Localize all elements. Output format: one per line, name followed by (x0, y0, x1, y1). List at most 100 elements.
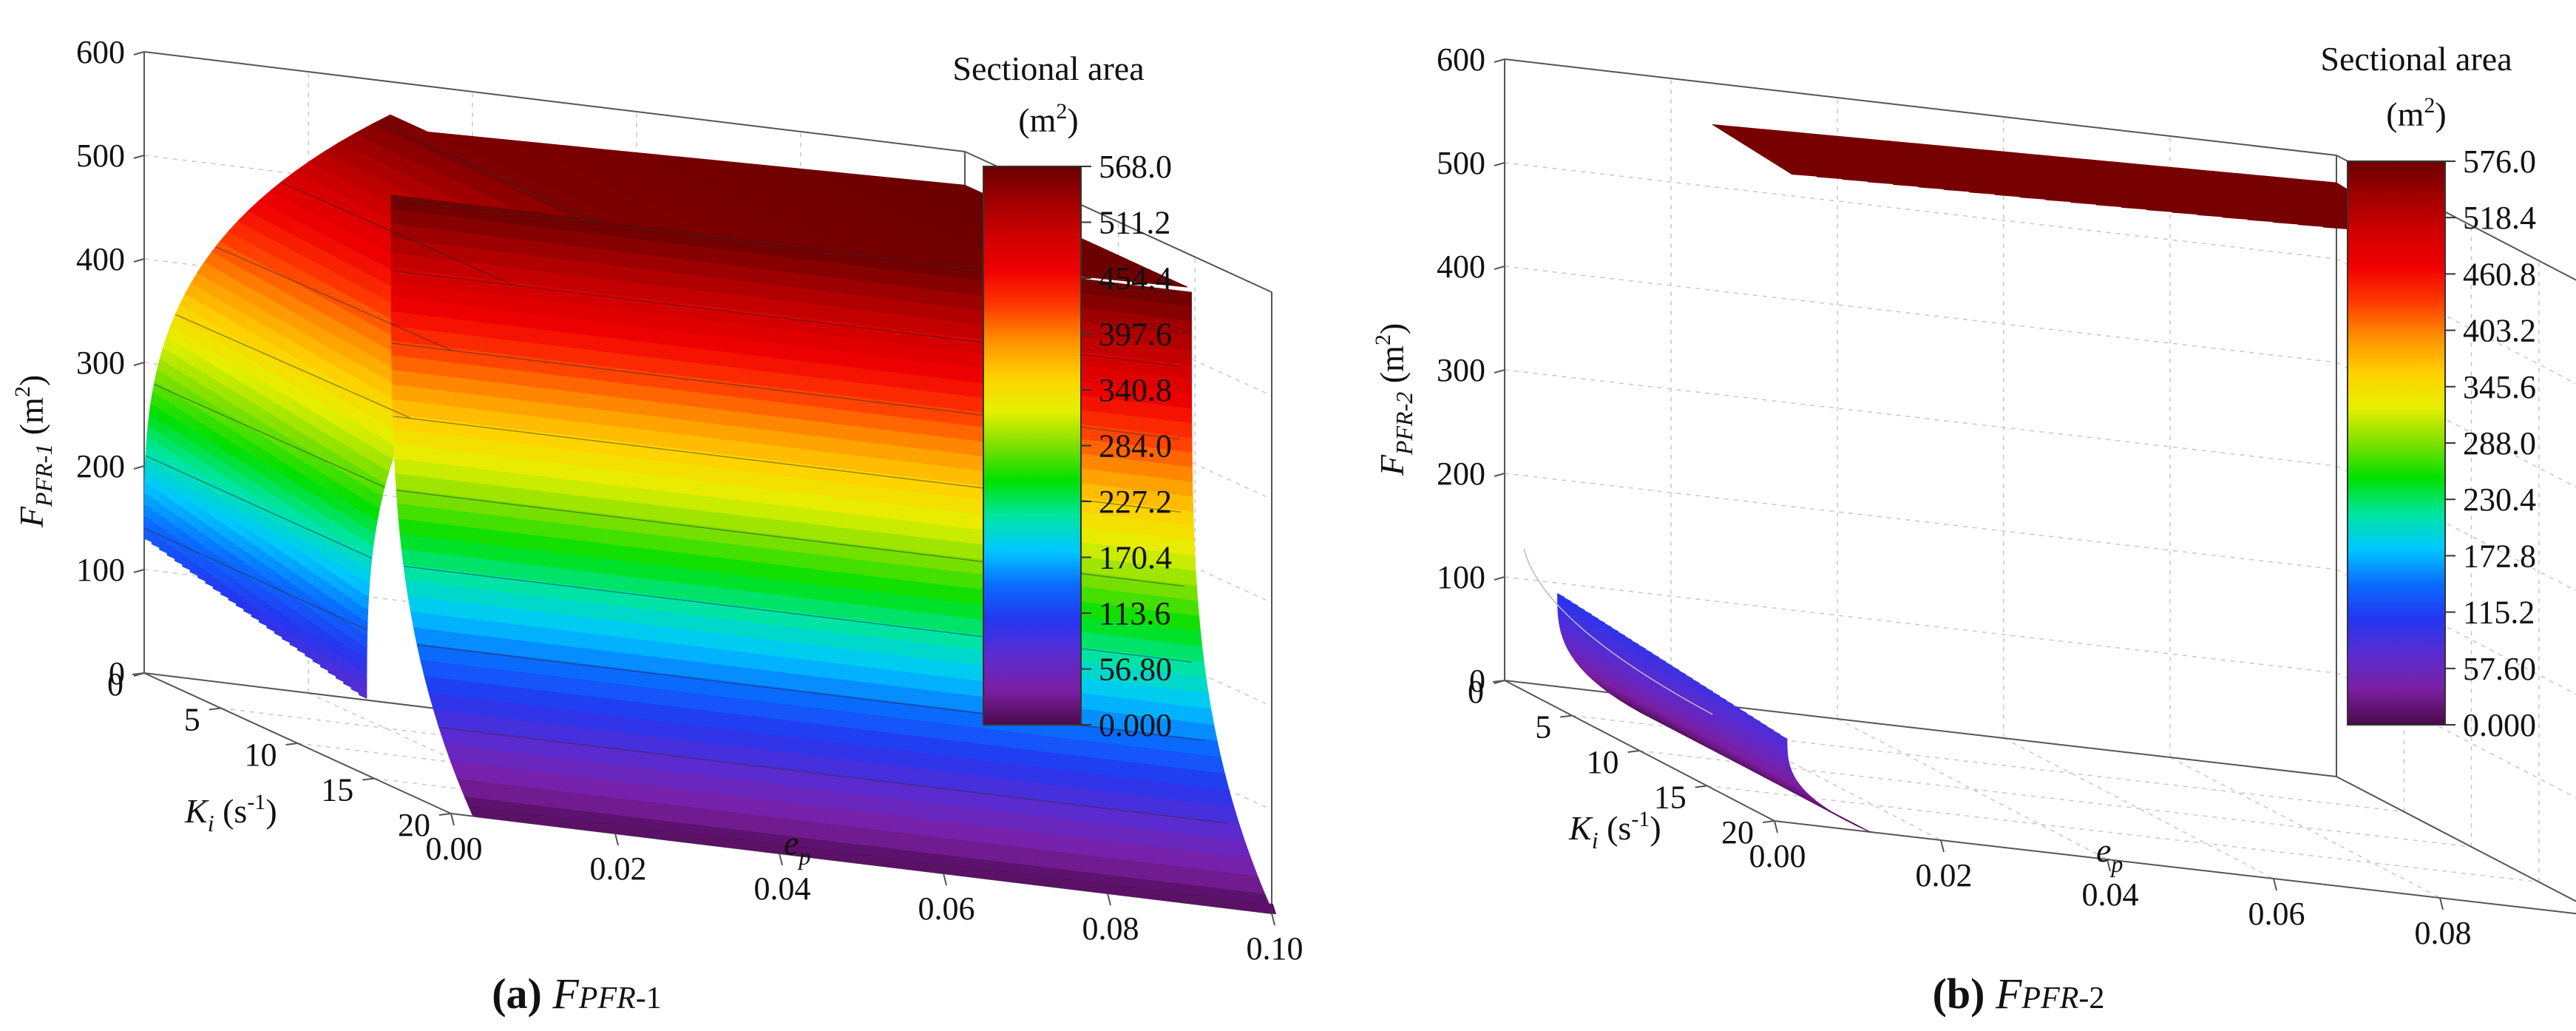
z-tick-label: 100 (1437, 559, 1485, 595)
surface-cell (535, 314, 556, 332)
surface-cell (627, 576, 651, 595)
surface-cell (721, 468, 744, 487)
surface-cell (575, 334, 597, 352)
gridline (964, 254, 1272, 396)
surface-cell (453, 304, 474, 322)
surface-cell (684, 538, 708, 557)
surface-cell (906, 506, 929, 524)
surface-cell (494, 367, 516, 386)
surface-cell (390, 297, 413, 315)
surface-cell (885, 488, 908, 507)
surface-cell (842, 337, 864, 355)
panel-b-colorbar-title: Sectional area (2320, 40, 2512, 78)
surface-cell (844, 483, 867, 502)
surface-cell (862, 339, 884, 358)
surface-cell (390, 238, 413, 257)
surface-cell (502, 546, 526, 565)
surface-cell (555, 229, 577, 247)
surface-contour (143, 527, 368, 631)
surface-cell (562, 538, 586, 558)
surface-cell (535, 416, 557, 435)
panel-a-colorbar-title: Sectional area (952, 50, 1144, 87)
gridline (964, 358, 1272, 500)
surface-cell (924, 317, 946, 336)
surface-cell (555, 375, 577, 393)
surface-cell (822, 407, 844, 426)
surface-cell (472, 291, 495, 311)
surface-cell (1170, 450, 1193, 468)
surface-cell (414, 461, 437, 479)
ep-tick-label: 0.02 (1916, 857, 1973, 893)
surface-cell (679, 463, 702, 482)
surface-cell (1088, 410, 1111, 429)
colorbar-tick-label: 113.6 (1099, 595, 1170, 632)
surface-cell (1173, 553, 1196, 572)
surface-cell (699, 334, 720, 352)
surface-cell (432, 331, 454, 349)
surface-cell (483, 558, 507, 578)
colorbar-tick-label: 460.8 (2463, 256, 2536, 292)
surface-cell (760, 254, 782, 272)
surface-cell (618, 456, 641, 475)
surface-cell (596, 249, 617, 267)
surface-cell (702, 496, 725, 515)
surface-cell (1851, 822, 1871, 833)
surface-cell (821, 363, 844, 382)
surface-cell (787, 566, 811, 585)
surface-cell (453, 318, 474, 337)
panel-b-colorbar: Sectional area (m2) 576.0 518.4 460.8 403.2… (2320, 40, 2536, 743)
surface-cell (577, 422, 599, 440)
surface-cell (534, 299, 556, 318)
surface-cell (722, 483, 744, 502)
surface-cell (616, 222, 638, 240)
surface-cell (623, 530, 645, 550)
surface-cell (948, 525, 971, 544)
surface-cell (699, 407, 721, 425)
surface-cell (514, 238, 535, 257)
surface-cell (434, 448, 457, 467)
surface-cell (433, 404, 455, 422)
surface-cell (719, 278, 741, 297)
ep-tick-label: 0.04 (754, 871, 811, 907)
ki-tick-label: 10 (245, 737, 277, 773)
surface-cell (884, 459, 906, 478)
surface-cell (598, 468, 621, 487)
surface-cell (930, 568, 954, 587)
surface-cell (578, 481, 601, 499)
surface-cell (596, 263, 617, 282)
z-tick-mark (133, 465, 145, 470)
surface-cell (534, 226, 556, 245)
surface-cell (515, 413, 538, 433)
z-tick-label: 200 (76, 448, 125, 484)
panel-a-colorbar: Sectional area (m2) 568.0 511.2 454.4 397.6… (952, 50, 1172, 743)
surface-cell (617, 324, 638, 342)
surface-cell (1099, 634, 1122, 653)
surface-cell (947, 510, 970, 530)
surface-cell (763, 503, 786, 522)
surface-cell (535, 372, 557, 391)
colorbar-tick-label: 340.8 (1099, 372, 1172, 408)
surface-cell (740, 427, 762, 445)
surface-cell (620, 501, 643, 519)
z-tick-label: 500 (1437, 145, 1485, 181)
surface-cell (801, 346, 823, 365)
surface-cell (843, 453, 866, 473)
ep-tick-label: 0.06 (2248, 896, 2305, 932)
surface-cell (579, 496, 603, 515)
surface-cell (616, 236, 638, 255)
surface-cell (657, 328, 679, 348)
surface-cell (605, 558, 628, 578)
surface-cell (1078, 631, 1102, 651)
surface-cell (748, 576, 772, 595)
surface-cell (883, 283, 905, 302)
surface-cell (678, 360, 700, 379)
z-tick-label: 200 (1437, 456, 1485, 492)
surface-cell (596, 307, 618, 325)
surface-cell (435, 478, 458, 497)
surface-cell (783, 490, 806, 510)
surface-cell (784, 505, 807, 524)
surface-cell (555, 331, 577, 350)
surface-cell (514, 297, 536, 315)
surface-cell (821, 246, 844, 266)
surface-cell (420, 536, 444, 555)
